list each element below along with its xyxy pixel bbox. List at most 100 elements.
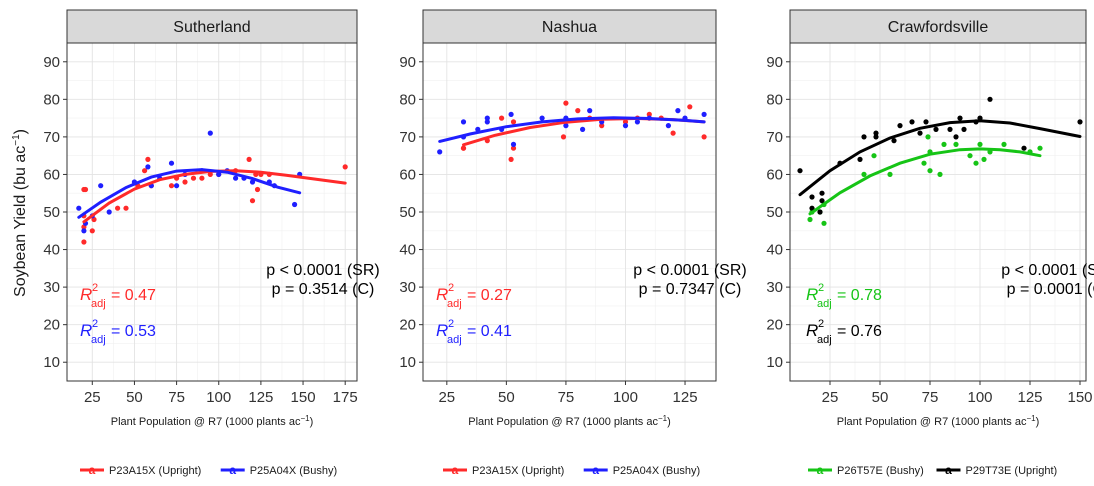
data-point-1	[807, 216, 813, 223]
x-axis-label: Plant Population @ R7 (1000 plants ac−1)	[837, 414, 1040, 428]
data-point-2	[81, 228, 87, 234]
data-point-2	[106, 209, 112, 215]
legend-label: P25A04X (Bushy)	[250, 465, 337, 477]
y-tick-label: 80	[43, 91, 60, 108]
y-axis-label-main: Soybean Yield (bu ac	[12, 146, 29, 297]
data-point-2	[819, 190, 825, 196]
panel-border	[422, 42, 717, 382]
r2-subscript: adj	[447, 334, 462, 346]
r2-symbol: R	[80, 321, 92, 340]
data-point-2	[76, 205, 82, 211]
data-point-1	[887, 171, 893, 177]
data-point-1	[510, 145, 517, 151]
y-tick-label: 50	[399, 204, 416, 221]
data-point-1	[115, 205, 121, 211]
p-value-annotation: p < 0.0001 (SR)	[266, 262, 379, 279]
data-point-1	[925, 134, 931, 140]
y-axis-label-close: )	[12, 129, 29, 134]
x-axis-label-close: )	[1036, 416, 1040, 428]
data-point-1	[89, 228, 95, 234]
x-axis-label: Plant Population @ R7 (1000 plants ac−1)	[468, 414, 671, 428]
data-point-1	[973, 160, 979, 166]
data-point-2	[580, 126, 586, 132]
y-tick-label: 30	[399, 279, 416, 296]
x-tick-label: 25	[438, 389, 455, 406]
data-point-1	[246, 156, 252, 162]
panel-sutherland: Sutherland 10 20 30 40 50 60 70 80 90 25 50 75 100 125…	[43, 9, 380, 477]
x-axis-label: Plant Population @ R7 (1000 plants ac−1)	[111, 414, 314, 428]
p-value-annotation: p = 0.7347 (C)	[639, 281, 742, 298]
data-point-2	[510, 141, 517, 147]
data-point-2	[701, 111, 707, 117]
y-tick-label: 20	[43, 317, 60, 334]
panel-title: Nashua	[542, 19, 597, 36]
data-point-2	[292, 201, 298, 208]
data-point-1	[81, 239, 87, 245]
x-axis-label-sup: −1	[658, 414, 668, 423]
data-point-1	[599, 123, 605, 129]
x-axis-label-main: Plant Population @ R7 (1000 plants ac	[468, 416, 658, 428]
r2-annotation: R 2 adj = 0.41	[436, 318, 512, 346]
y-tick-label: 40	[766, 242, 783, 259]
p-value-annotation: p = 0.0001 (C)	[1007, 281, 1094, 298]
p-value-annotation: p = 0.3514 (C)	[272, 281, 375, 298]
data-point-1	[560, 134, 567, 140]
data-point-2	[1021, 145, 1027, 151]
x-tick-label: 25	[822, 389, 839, 406]
data-point-2	[174, 183, 180, 189]
data-point-2	[933, 126, 939, 132]
fit-curve-2	[438, 116, 706, 143]
r2-superscript: 2	[92, 282, 98, 294]
x-tick-label: 50	[872, 389, 889, 406]
data-point-1	[168, 183, 175, 189]
data-point-2	[233, 175, 239, 181]
data-point-2	[622, 123, 629, 129]
y-tick-label: 50	[43, 204, 60, 221]
data-point-1	[871, 153, 877, 159]
legend: a P23A15X (Upright) a P25A04X (Bushy)	[80, 463, 337, 477]
r2-annotation: R 2 adj = 0.27	[436, 282, 512, 310]
data-point-2	[484, 115, 490, 121]
legend-label: P23A15X (Upright)	[109, 465, 201, 477]
data-point-2	[957, 115, 963, 121]
data-point-2	[484, 119, 490, 125]
data-point-2	[987, 96, 993, 102]
data-point-2	[437, 149, 443, 155]
x-tick-label: 50	[126, 389, 143, 406]
data-point-2	[809, 205, 815, 211]
data-point-1	[82, 186, 89, 193]
data-point-1	[981, 156, 987, 162]
data-point-2	[145, 164, 151, 170]
r2-value: = 0.41	[467, 323, 512, 340]
y-tick-label: 90	[43, 54, 60, 71]
data-point-1	[199, 175, 205, 181]
r2-annotation: R 2 adj = 0.78	[806, 282, 882, 310]
x-tick-label: 75	[558, 389, 575, 406]
data-point-1	[508, 156, 514, 162]
y-tick-label: 70	[43, 129, 60, 146]
panel-crawfordsville: Crawfordsville 10 20 30 40 50 60 70 80 90 25 50 75 10…	[766, 9, 1094, 477]
data-point-2	[891, 138, 897, 144]
data-point-2	[873, 134, 879, 140]
y-tick-label: 10	[399, 354, 416, 371]
y-axis-label: Soybean Yield (bu ac−1)	[11, 129, 29, 297]
r2-superscript: 2	[448, 282, 454, 294]
legend: a P23A15X (Upright) a P25A04X (Bushy)	[443, 463, 700, 477]
data-point-1	[977, 141, 983, 147]
x-axis-label-close: )	[310, 416, 314, 428]
fit-curve-1	[808, 147, 1042, 216]
y-tick-label: 60	[43, 166, 60, 183]
data-point-2	[168, 160, 175, 166]
data-point-2	[98, 183, 104, 189]
data-point-2	[460, 119, 467, 125]
r2-symbol: R	[80, 285, 92, 304]
data-point-1	[254, 186, 261, 193]
fit-curve-2	[77, 168, 302, 219]
y-tick-label: 80	[399, 91, 416, 108]
data-point-2	[797, 168, 803, 174]
y-tick-label: 90	[399, 54, 416, 71]
x-tick-label: 175	[333, 389, 358, 406]
data-point-2	[634, 119, 641, 125]
x-axis-label-main: Plant Population @ R7 (1000 plants ac	[111, 416, 301, 428]
